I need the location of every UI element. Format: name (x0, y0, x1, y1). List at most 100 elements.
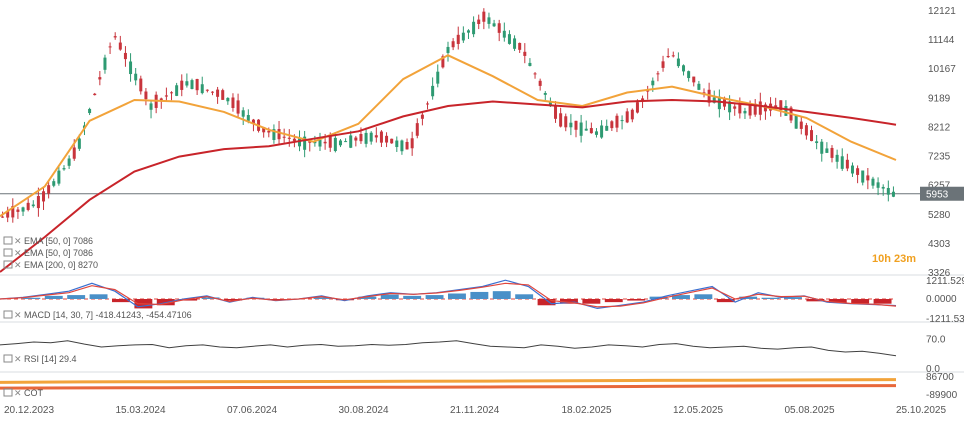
macd-histogram-bar (851, 299, 870, 304)
candle-body (569, 122, 573, 128)
candle-body (815, 141, 819, 144)
x-tick-label: 15.03.2024 (116, 405, 166, 416)
rsi-y-tick-label: 0.0 (926, 364, 940, 375)
candle-body (482, 11, 486, 22)
candle-body (472, 21, 476, 35)
candle-body (615, 115, 619, 128)
legend-settings-icon[interactable] (3, 354, 13, 363)
macd-histogram-bar (627, 299, 646, 301)
legend-close-icon[interactable]: ✕ (14, 310, 22, 320)
candle-body (328, 135, 332, 148)
macd-histogram-bar (44, 295, 63, 299)
candle-body (36, 196, 40, 209)
candle-body (513, 38, 517, 49)
candle-body (466, 30, 470, 33)
candle-body (794, 115, 798, 129)
candle-body (410, 138, 414, 149)
candle-body (641, 98, 645, 101)
candle-body (359, 134, 363, 142)
candle-body (523, 51, 527, 56)
candle-body (717, 96, 721, 110)
candle-body (820, 141, 824, 154)
last-price-badge (920, 186, 964, 201)
legend-close-icon[interactable]: ✕ (14, 248, 22, 258)
legend-close-icon[interactable]: ✕ (14, 354, 22, 364)
legend-close-icon[interactable]: ✕ (14, 388, 22, 398)
macd-histogram-bar (358, 296, 377, 299)
cot-line (0, 384, 897, 390)
rsi-legend-label: RSI [14] 29.4 (24, 354, 77, 364)
x-tick-label: 25.10.2025 (896, 405, 946, 416)
candle-body (303, 136, 307, 150)
macd-line-signal (0, 282, 897, 308)
candle-body (195, 78, 199, 91)
legend-settings-icon[interactable] (3, 388, 13, 397)
candle-body (349, 135, 353, 148)
candle-body (518, 42, 522, 50)
candle-body (850, 165, 854, 174)
candle-body (451, 41, 455, 48)
candle-body (241, 110, 245, 117)
candle-body (287, 137, 291, 139)
macd-histogram-bar (694, 294, 713, 299)
legend-close-icon[interactable]: ✕ (14, 236, 22, 246)
candle-body (77, 138, 81, 149)
legend-close-icon[interactable]: ✕ (14, 260, 22, 270)
macd-histogram-bar (739, 296, 758, 299)
candle-body (431, 85, 435, 97)
candle-body (323, 141, 327, 144)
candle-body (62, 168, 66, 170)
legend-settings-icon[interactable] (3, 260, 13, 269)
candle-body (666, 56, 670, 58)
candle-body (277, 129, 281, 140)
candle-body (129, 61, 133, 75)
legend-settings-icon[interactable] (3, 310, 13, 319)
price-y-tick-label: 5280 (928, 210, 951, 221)
candle-body (738, 104, 742, 114)
candle-body (574, 120, 578, 130)
candle-body (830, 147, 834, 158)
candle-body (1, 216, 5, 218)
candle-body (733, 106, 737, 109)
candle-body (436, 71, 440, 84)
candle-body (405, 141, 409, 150)
candle-body (507, 34, 511, 44)
candle-body (185, 81, 189, 86)
candle-body (543, 92, 547, 95)
cot-y-tick-label: -89900 (926, 390, 958, 401)
candle-body (702, 92, 706, 94)
candle-body (374, 135, 378, 138)
candle-body (6, 210, 10, 218)
macd-y-tick-label: -1211.53 (926, 314, 964, 325)
candle-body (67, 158, 71, 166)
macd-histogram-bar (492, 291, 511, 299)
price-y-tick-label: 9189 (928, 93, 951, 104)
candle-body (338, 140, 342, 146)
candle-body (651, 80, 655, 86)
candle-body (16, 209, 20, 212)
legend-settings-icon[interactable] (3, 236, 13, 245)
price-y-tick-label: 12121 (928, 6, 956, 17)
candle-body (784, 106, 788, 116)
macd-histogram-bar (313, 297, 332, 299)
candle-body (57, 170, 61, 184)
x-tick-label: 30.08.2024 (339, 405, 389, 416)
candle-body (175, 85, 179, 96)
candle-body (825, 148, 829, 153)
candle-body (774, 105, 778, 109)
legend-settings-icon[interactable] (3, 248, 13, 257)
macd-y-tick-label: 0.0000 (926, 294, 957, 305)
macd-histogram-bar (380, 294, 399, 299)
candle-body (871, 178, 875, 186)
macd-histogram-bar (828, 299, 847, 303)
candle-body (118, 42, 122, 50)
candle-body (810, 130, 814, 142)
candle-body (272, 129, 276, 141)
candle-body (528, 62, 532, 66)
candle-body (292, 138, 296, 141)
candle-body (344, 141, 348, 143)
candle-body (712, 97, 716, 103)
price-y-tick-label: 7235 (928, 152, 951, 163)
